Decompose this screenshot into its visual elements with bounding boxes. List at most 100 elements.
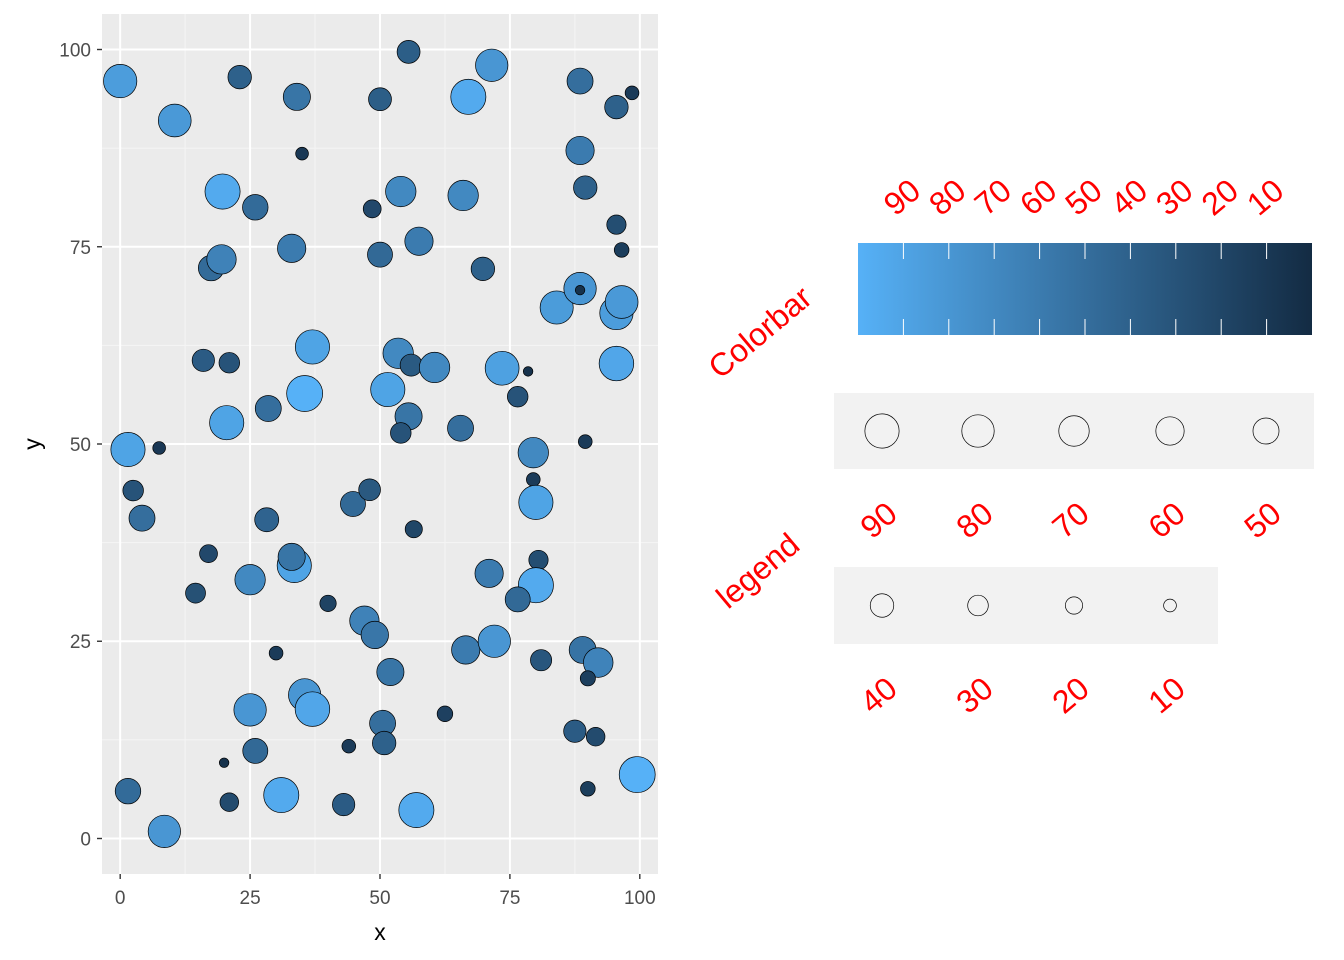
data-point	[128, 504, 156, 532]
x-tick-label: 50	[369, 888, 390, 909]
data-point	[341, 738, 357, 754]
data-point	[518, 484, 554, 520]
data-point	[578, 434, 593, 449]
colorbar-label: 30	[1149, 172, 1199, 222]
x-tick-label: 100	[624, 888, 656, 909]
colorbar-label: 90	[877, 172, 927, 222]
colorbar-label: 50	[1058, 172, 1108, 222]
legend-key-circle	[1065, 596, 1083, 615]
data-point	[367, 241, 393, 268]
legend-key-circle	[1252, 417, 1280, 445]
data-point	[294, 329, 330, 365]
y-tick-label: 25	[70, 632, 91, 653]
data-point	[470, 256, 495, 281]
data-point	[204, 173, 241, 210]
data-point	[268, 645, 284, 661]
data-point	[209, 405, 245, 441]
data-point	[263, 777, 300, 814]
data-point	[319, 594, 337, 612]
data-point	[573, 175, 598, 200]
data-point	[399, 353, 423, 377]
data-point	[604, 285, 639, 319]
colorbar-label: 80	[922, 172, 972, 222]
data-point	[362, 199, 382, 219]
data-point	[404, 520, 423, 539]
legend-label: 80	[949, 495, 999, 545]
data-point	[103, 64, 138, 99]
legend-label: 60	[1141, 495, 1191, 545]
y-tick-label: 100	[59, 41, 91, 62]
data-point	[218, 352, 240, 374]
data-point	[517, 437, 549, 469]
colorbar-label: 40	[1104, 172, 1154, 222]
data-point	[539, 290, 574, 325]
data-point	[277, 542, 306, 571]
data-point	[580, 781, 596, 797]
y-tick-label: 75	[70, 238, 91, 259]
data-point	[583, 647, 614, 678]
data-point	[114, 778, 142, 805]
data-point	[152, 441, 166, 455]
data-point	[606, 214, 627, 235]
data-point	[450, 78, 487, 115]
data-point	[219, 792, 239, 812]
data-point	[528, 549, 549, 570]
data-point	[368, 87, 392, 112]
x-tick-label: 75	[499, 888, 520, 909]
data-points	[103, 40, 656, 848]
data-point	[565, 135, 595, 166]
legend-label: 70	[1045, 495, 1095, 545]
legend-key-circle	[1155, 416, 1185, 446]
data-point	[390, 422, 412, 444]
data-point	[282, 82, 311, 111]
data-point	[370, 372, 406, 408]
legend-key-circle	[1163, 598, 1177, 613]
data-point	[242, 738, 269, 764]
data-point	[613, 242, 630, 258]
data-point	[574, 284, 586, 296]
legend-key-circle	[967, 594, 989, 617]
data-point	[504, 586, 531, 613]
size-legend-title: legend	[709, 526, 806, 615]
data-point	[507, 385, 529, 408]
colorbar-label: 20	[1195, 172, 1245, 222]
data-point	[484, 350, 520, 386]
legend-key-circle	[1058, 415, 1090, 447]
data-point	[254, 507, 280, 533]
data-point	[294, 691, 331, 727]
data-point	[234, 564, 266, 596]
data-point	[332, 793, 356, 817]
data-point	[404, 226, 434, 256]
data-point	[376, 658, 405, 686]
data-point	[418, 351, 451, 384]
legend-key-circle	[864, 413, 900, 449]
data-point	[474, 558, 504, 588]
data-point	[566, 67, 594, 95]
colorbar-label: 70	[968, 172, 1018, 222]
data-point	[624, 85, 640, 101]
data-point	[579, 670, 596, 687]
legend-label: 40	[853, 670, 903, 720]
y-tick-label: 50	[70, 435, 91, 456]
data-point	[277, 233, 307, 263]
data-point	[185, 582, 206, 604]
data-point	[110, 432, 146, 468]
data-point	[526, 472, 541, 487]
data-point	[242, 194, 269, 221]
legend-label: 20	[1045, 670, 1095, 720]
data-point	[227, 65, 252, 90]
data-point	[522, 366, 534, 377]
data-point	[286, 375, 324, 412]
data-point	[340, 491, 366, 517]
data-point	[563, 719, 587, 743]
data-point	[585, 727, 606, 747]
data-point	[295, 146, 309, 161]
colorbar-title: Colorbar	[701, 279, 818, 386]
y-axis-title: y	[19, 438, 45, 450]
data-point	[604, 94, 629, 120]
data-point	[372, 730, 397, 756]
x-tick-label: 25	[240, 888, 261, 909]
data-point	[233, 693, 267, 727]
data-point	[475, 48, 509, 82]
